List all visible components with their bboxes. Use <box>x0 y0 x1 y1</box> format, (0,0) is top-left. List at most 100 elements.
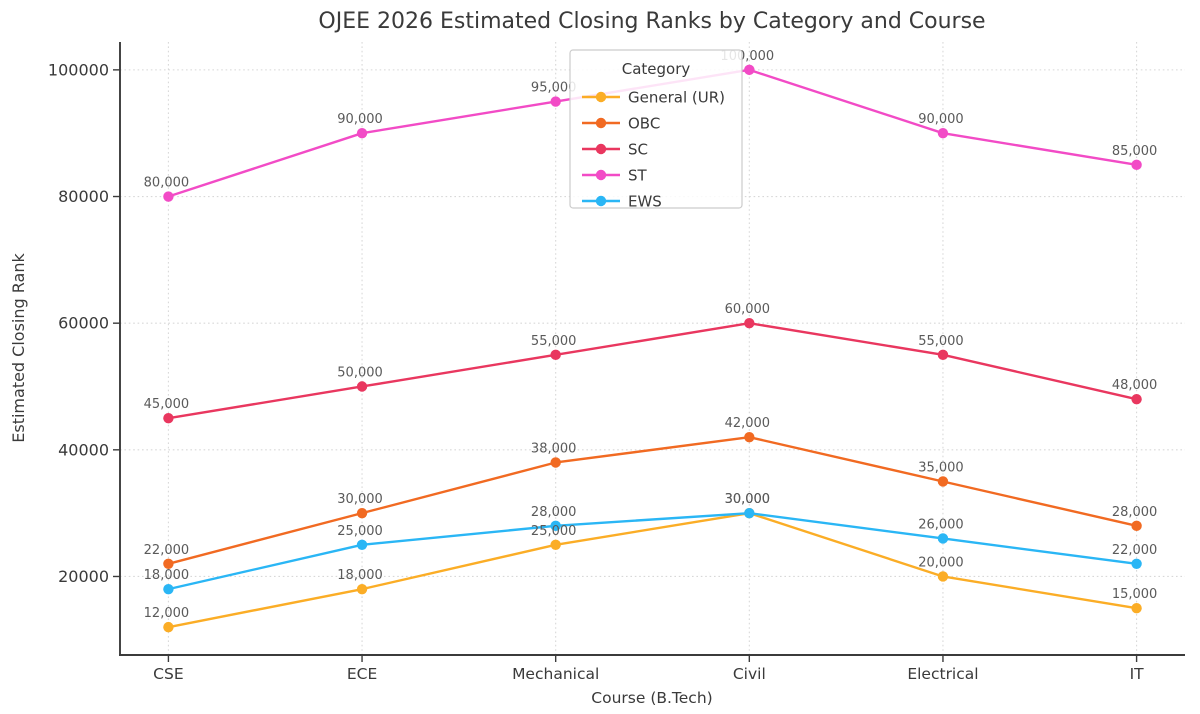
data-point-marker <box>1131 602 1142 614</box>
data-point-marker <box>744 317 755 329</box>
y-tick-label: 80000 <box>58 187 109 206</box>
data-point-marker <box>550 349 561 361</box>
point-value-label: 26,000 <box>918 517 964 532</box>
point-value-label: 30,000 <box>725 492 771 507</box>
point-value-label: 48,000 <box>1112 378 1158 393</box>
legend-item-label: EWS <box>628 193 662 211</box>
data-point-marker <box>937 476 949 487</box>
point-value-label: 25,000 <box>531 524 577 539</box>
data-point-marker <box>356 381 368 392</box>
point-value-label: 85,000 <box>1112 144 1158 159</box>
point-value-label: 90,000 <box>337 112 383 127</box>
data-point-marker <box>550 457 561 468</box>
legend: Category General (UR) OBC SC ST EWS <box>569 49 743 211</box>
data-point-marker <box>1131 159 1142 171</box>
data-point-marker <box>163 621 174 633</box>
y-tick-label: 40000 <box>58 440 109 459</box>
data-point-marker <box>937 349 949 361</box>
legend-item-label: General (UR) <box>628 89 725 107</box>
data-point-marker <box>163 583 174 595</box>
legend-item-label: OBC <box>628 115 660 133</box>
point-value-label: 20,000 <box>918 555 964 570</box>
legend-swatch-marker <box>595 143 607 155</box>
chart-title: OJEE 2026 Estimated Closing Ranks by Cat… <box>318 9 985 34</box>
data-point-marker <box>744 431 755 443</box>
point-value-label: 18,000 <box>337 568 383 583</box>
legend-swatch-marker <box>595 169 607 181</box>
point-value-label: 18,000 <box>144 568 190 583</box>
data-point-marker <box>356 507 368 519</box>
x-tick-label: Mechanical <box>512 665 599 683</box>
legend-item: OBC <box>582 115 660 133</box>
x-tick-label: Civil <box>733 665 766 683</box>
data-point-marker <box>550 520 561 532</box>
legend-swatch-marker <box>595 117 607 129</box>
data-point-marker <box>550 96 561 107</box>
data-point-marker <box>1131 520 1142 532</box>
tick-labels: 20000 40000 60000 80000 100000 CSE ECE Mechanic… <box>48 60 1144 683</box>
point-value-label: 80,000 <box>144 176 190 191</box>
y-axis-label: Estimated Closing Rank <box>9 253 28 443</box>
data-point-marker <box>937 127 949 139</box>
legend-item: SC <box>582 141 648 159</box>
series-obc <box>163 431 1142 570</box>
point-value-label: 42,000 <box>725 416 771 431</box>
data-point-marker <box>163 558 174 570</box>
point-value-label: 12,000 <box>144 606 190 621</box>
point-value-label: 15,000 <box>1112 587 1158 602</box>
legend-title: Category <box>622 60 691 78</box>
series-line <box>168 511 1137 591</box>
data-point-marker <box>937 533 949 544</box>
data-point-marker <box>163 412 174 424</box>
series-sc <box>163 317 1142 424</box>
x-axis-label: Course (B.Tech) <box>591 689 712 707</box>
data-point-marker <box>356 539 368 551</box>
series-ews <box>163 507 1142 595</box>
legend-item: General (UR) <box>582 89 725 107</box>
point-value-label: 95,000 <box>531 81 577 96</box>
series-line <box>168 435 1137 565</box>
data-point-marker <box>550 539 561 551</box>
series-line <box>168 321 1137 420</box>
series-general-ur <box>163 507 1142 633</box>
data-point-marker <box>163 191 174 202</box>
x-tick-label: Electrical <box>907 665 978 683</box>
data-point-marker <box>356 583 368 595</box>
x-tick-label: ECE <box>347 665 377 683</box>
axes <box>113 42 1185 662</box>
x-tick-label: CSE <box>153 665 183 683</box>
point-value-label: 28,000 <box>531 505 577 520</box>
x-tick-label: IT <box>1130 665 1145 683</box>
point-value-label: 50,000 <box>337 365 383 380</box>
point-labels: 12,000 18,000 25,000 30,000 20,000 15,000 22,0… <box>144 49 1158 621</box>
legend-box <box>569 49 743 209</box>
point-value-label: 90,000 <box>918 112 964 127</box>
point-value-label: 30,000 <box>337 492 383 507</box>
data-point-marker <box>356 127 368 139</box>
data-point-marker <box>744 507 755 519</box>
series-line <box>168 511 1137 629</box>
data-point-marker <box>744 64 755 76</box>
legend-item-label: ST <box>628 167 648 185</box>
legend-item: EWS <box>582 193 662 211</box>
data-point-marker <box>937 571 949 582</box>
legend-item: ST <box>582 167 648 185</box>
y-tick-label: 100000 <box>48 60 109 79</box>
legend-item-label: SC <box>628 141 648 159</box>
point-value-label: 55,000 <box>918 334 964 349</box>
data-series <box>163 64 1142 633</box>
point-value-label: 30,000 <box>725 492 771 507</box>
point-value-label: 60,000 <box>725 302 771 317</box>
y-tick-label: 20000 <box>58 567 109 586</box>
legend-swatch-marker <box>595 91 607 103</box>
point-value-label: 25,000 <box>337 524 383 539</box>
data-point-marker <box>1131 393 1142 405</box>
y-tick-label: 60000 <box>58 314 109 333</box>
point-value-label: 35,000 <box>918 460 964 475</box>
point-value-label: 22,000 <box>144 543 190 558</box>
point-value-label: 45,000 <box>144 397 190 412</box>
point-value-label: 22,000 <box>1112 543 1158 558</box>
point-value-label: 38,000 <box>531 441 577 456</box>
